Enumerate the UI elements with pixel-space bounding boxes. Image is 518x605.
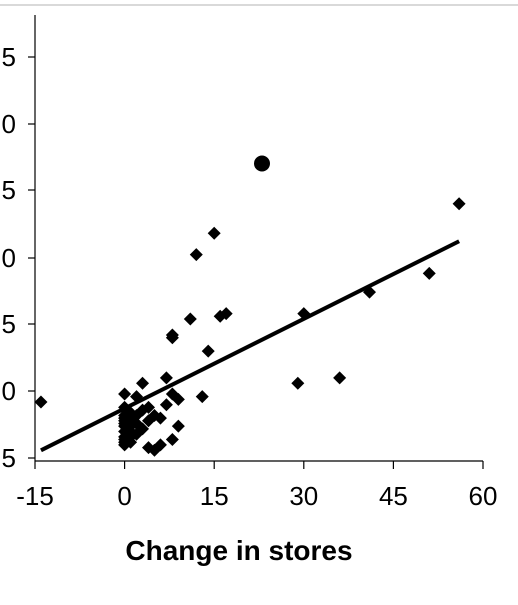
x-axis-ticks: -15 0 15 30 45 60 — [16, 461, 497, 511]
data-point — [189, 248, 203, 262]
x-tick-label: 15 — [200, 481, 229, 511]
data-point — [34, 395, 48, 409]
data-point — [141, 400, 155, 414]
y-tick-label: 5 — [2, 309, 16, 339]
data-point — [195, 390, 209, 404]
x-tick-label: -15 — [16, 481, 54, 511]
data-point — [159, 371, 173, 385]
data-point — [297, 307, 311, 321]
data-point — [422, 266, 436, 280]
data-point — [333, 371, 347, 385]
data-point — [165, 328, 179, 342]
y-tick-label: 5 — [2, 175, 16, 205]
data-point — [165, 433, 179, 447]
x-tick-label: 30 — [289, 481, 318, 511]
y-axis-ticks: 5 0 5 0 5 0 5 — [2, 42, 35, 473]
data-point — [201, 344, 215, 358]
data-point — [452, 197, 466, 211]
data-points — [34, 155, 466, 457]
data-point — [118, 387, 132, 401]
y-tick-label: 5 — [2, 443, 16, 473]
x-tick-label: 0 — [117, 481, 131, 511]
data-point — [183, 312, 197, 326]
data-point — [207, 226, 221, 240]
data-point — [291, 376, 305, 390]
x-axis-title: Change in stores — [125, 535, 352, 566]
data-point — [130, 390, 144, 404]
y-tick-label: 0 — [2, 376, 16, 406]
data-point — [171, 419, 185, 433]
x-tick-label: 60 — [469, 481, 498, 511]
y-tick-label: 0 — [2, 243, 16, 273]
data-point — [159, 398, 173, 412]
data-point — [219, 307, 233, 321]
data-point — [118, 400, 132, 414]
y-tick-label: 0 — [2, 109, 16, 139]
data-point — [153, 411, 167, 425]
data-point — [363, 285, 377, 299]
data-point — [171, 392, 185, 406]
trendline — [40, 239, 461, 453]
data-point — [153, 438, 167, 452]
data-point — [136, 376, 150, 390]
y-tick-label: 5 — [2, 42, 16, 72]
data-point — [136, 422, 150, 436]
data-point — [118, 438, 132, 452]
x-tick-label: 45 — [379, 481, 408, 511]
data-point — [124, 435, 138, 449]
highlight-point — [253, 155, 270, 172]
